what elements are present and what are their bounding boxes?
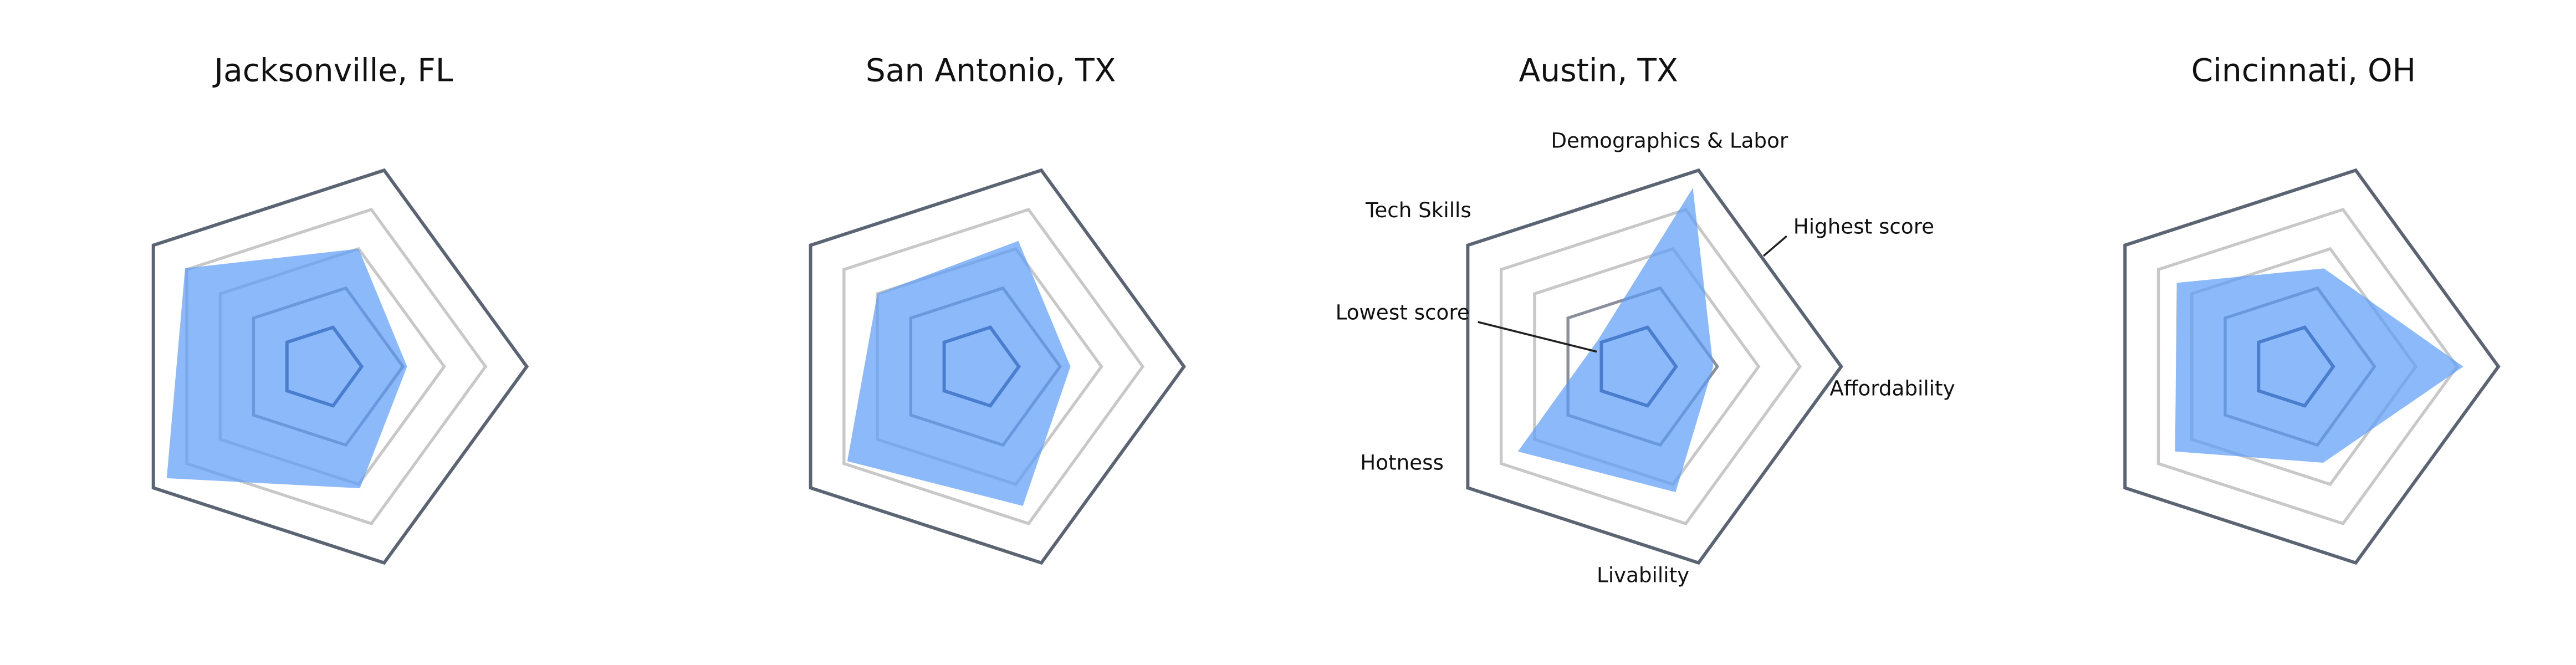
grid-ring xyxy=(1466,168,1843,565)
axis-label: Affordability xyxy=(1829,376,1955,401)
grid-ring xyxy=(1499,207,1802,525)
radar-area xyxy=(847,241,1071,506)
chart-title: San Antonio, TX xyxy=(866,53,1116,89)
axis-label: Tech Skills xyxy=(1365,198,1471,222)
chart-title: Austin, TX xyxy=(1519,53,1678,89)
radar-area xyxy=(2175,268,2463,463)
radar-area xyxy=(166,248,407,489)
annotation: Highest score xyxy=(1793,214,1934,239)
chart-title: Cincinnati, OH xyxy=(2191,53,2416,89)
grid-ring xyxy=(2156,207,2459,525)
annotation-leader xyxy=(1762,235,1787,257)
grid-ring xyxy=(151,168,529,565)
annotation: Lowest score xyxy=(1336,300,1470,325)
grid-ring xyxy=(185,207,488,525)
chart-title: Jacksonville, FL xyxy=(212,53,453,89)
grid-ring xyxy=(2123,168,2501,565)
grid-ring xyxy=(809,168,1186,565)
grid-ring xyxy=(842,207,1145,525)
axis-label: Demographics & Labor xyxy=(1551,129,1788,153)
axis-label: Hotness xyxy=(1360,451,1444,475)
radar-area xyxy=(1517,188,1714,493)
axis-label: Livability xyxy=(1597,562,1689,587)
annotation-leader xyxy=(1478,321,1597,353)
